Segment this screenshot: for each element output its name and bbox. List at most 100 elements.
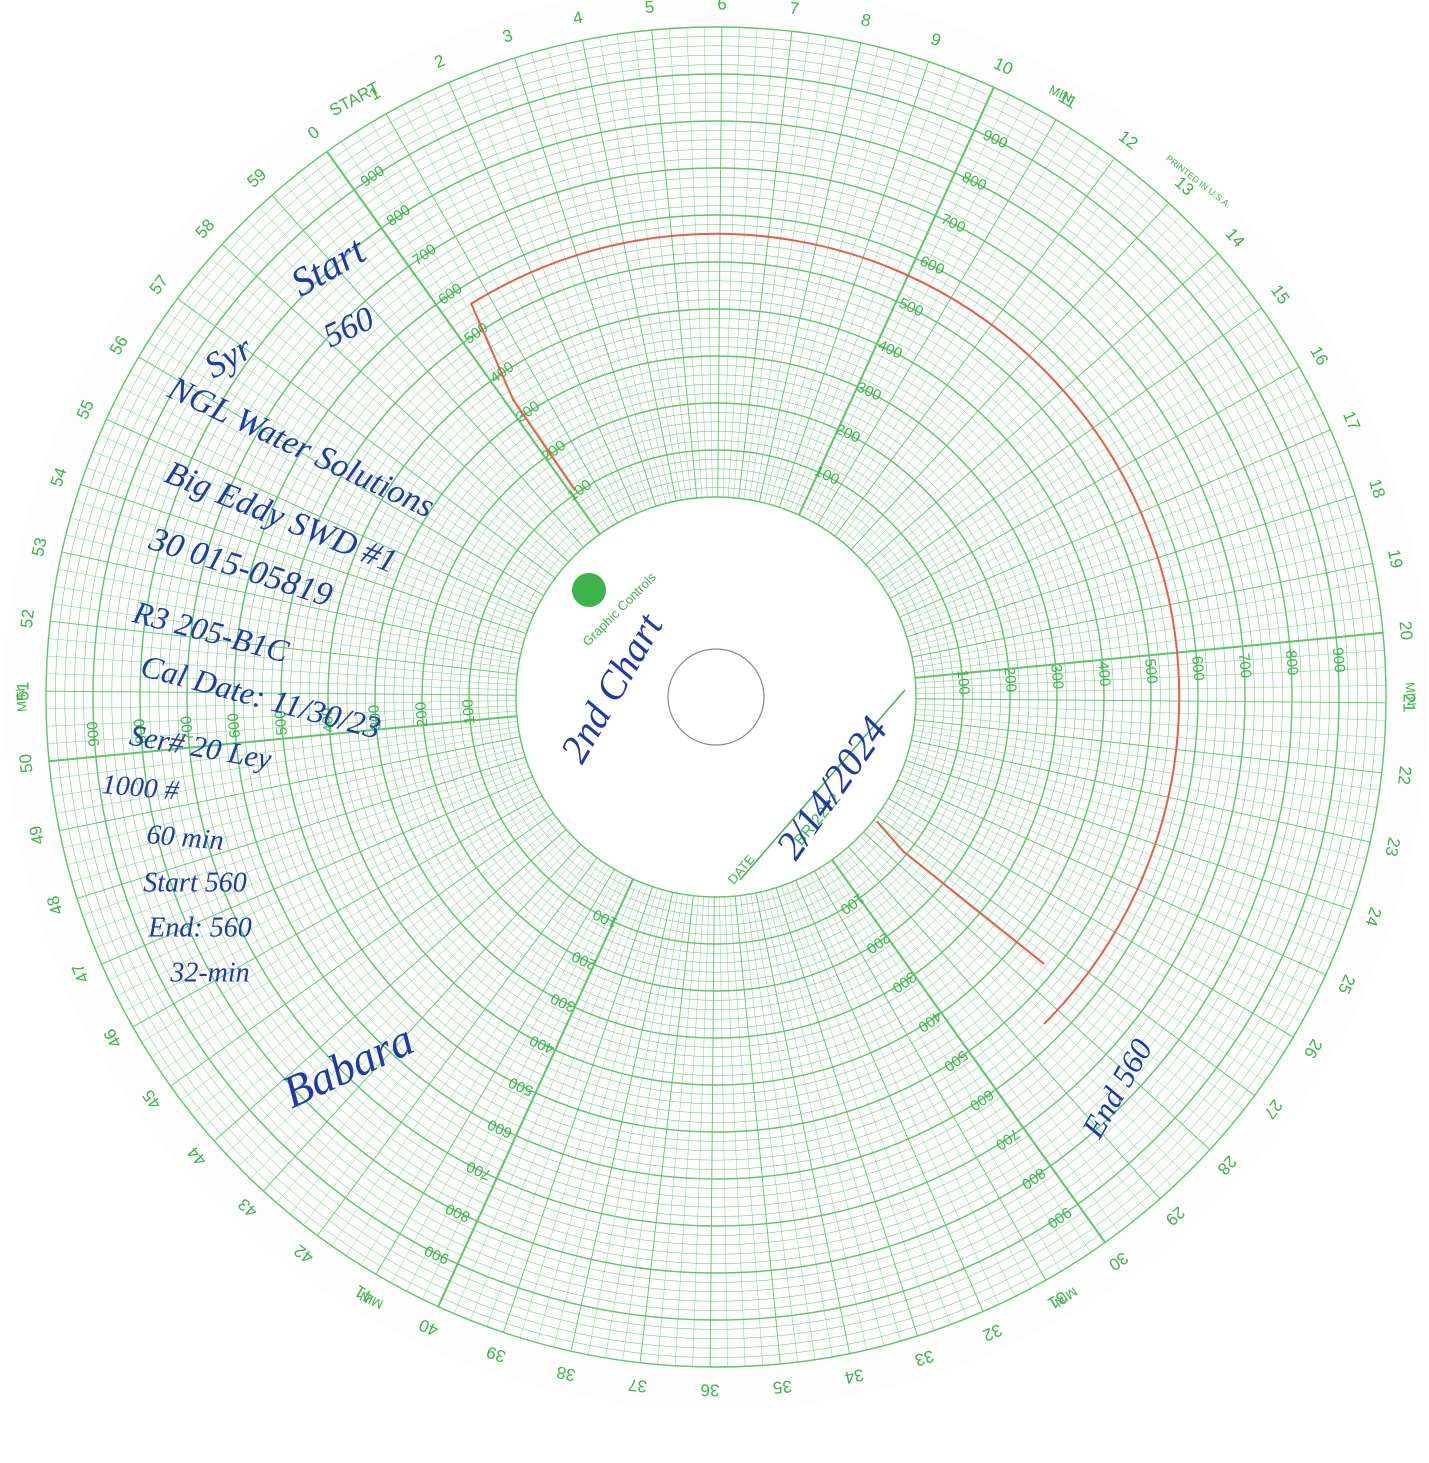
grid-ring <box>515 496 917 898</box>
time-line <box>651 30 698 498</box>
time-line <box>719 896 728 1367</box>
time-line <box>132 795 543 1028</box>
minute-label: 22 <box>1394 765 1415 786</box>
time-line <box>213 829 567 1142</box>
grid-ring <box>205 186 1227 1208</box>
time-line <box>101 776 533 965</box>
grid-ring <box>327 308 1105 1086</box>
time-line <box>914 615 1382 673</box>
grid-ring <box>196 177 1236 1217</box>
time-line <box>911 739 1371 843</box>
time-line <box>844 850 1147 1211</box>
time-line <box>897 413 1324 613</box>
time-line <box>729 896 763 1366</box>
grid-ring <box>290 271 1142 1123</box>
brand-logo <box>572 573 606 607</box>
grid-ring <box>167 148 1265 1246</box>
time-line <box>826 138 1086 531</box>
grid-ring <box>440 421 992 973</box>
grid-ring <box>487 468 945 926</box>
time-line <box>878 307 1262 582</box>
minute-label: 19 <box>1384 548 1406 570</box>
time-line <box>47 655 517 685</box>
scale-label: 500 <box>272 710 291 737</box>
minute-label: 49 <box>26 824 48 846</box>
time-line <box>454 881 639 1314</box>
time-line <box>657 896 699 1365</box>
grid-ring <box>421 402 1011 992</box>
time-line <box>326 150 601 535</box>
time-line <box>92 451 530 624</box>
time-line <box>862 239 1207 561</box>
time-line <box>331 860 602 1246</box>
handwritten-note: 1000 # <box>100 769 180 807</box>
scale-label: 300 <box>1047 663 1066 690</box>
time-line <box>157 327 550 587</box>
time-line <box>903 462 1344 628</box>
scale-label: 600 <box>225 712 244 739</box>
time-line <box>760 891 867 1350</box>
time-line <box>909 529 1365 648</box>
time-line <box>233 231 573 559</box>
minute-label: 51 <box>13 681 32 700</box>
time-line <box>370 122 614 526</box>
time-line <box>80 483 527 634</box>
scale-label: 500 <box>1141 658 1160 685</box>
time-line <box>905 478 1350 633</box>
grid-ring <box>355 336 1077 1058</box>
time-line <box>106 418 535 615</box>
time-line <box>908 512 1361 643</box>
scale-label: 400 <box>1094 661 1113 688</box>
time-line <box>180 817 557 1101</box>
min-label: MIN. <box>12 684 30 713</box>
time-line <box>285 183 588 544</box>
time-line <box>276 847 585 1203</box>
grid-ring <box>506 487 926 907</box>
time-line <box>191 821 560 1115</box>
minute-label: 36 <box>700 1380 719 1399</box>
time-line <box>915 703 1386 721</box>
grid-ring <box>214 195 1218 1199</box>
grid-ring <box>365 346 1067 1048</box>
time-line <box>94 771 531 949</box>
grid-ring <box>233 214 1199 1180</box>
time-line <box>902 770 1340 943</box>
time-line <box>900 774 1333 959</box>
time-line <box>481 69 647 510</box>
time-line <box>852 843 1174 1188</box>
minute-label: 24 <box>1361 905 1385 929</box>
grid-ring <box>139 120 1293 1274</box>
time-line <box>52 603 518 670</box>
time-line <box>401 105 623 521</box>
time-line <box>56 731 520 814</box>
pen-trace <box>469 232 1181 1025</box>
time-line <box>63 741 522 848</box>
minute-label: 33 <box>913 1346 937 1370</box>
grid-ring <box>384 365 1048 1029</box>
center-hole <box>667 648 765 746</box>
time-line <box>876 815 1255 1096</box>
time-line <box>46 700 517 709</box>
time-line <box>745 894 816 1360</box>
time-line <box>587 893 679 1355</box>
time-line <box>160 808 551 1072</box>
time-line <box>911 562 1373 658</box>
time-line <box>795 880 984 1312</box>
time-line <box>875 293 1252 577</box>
time-line <box>734 896 781 1364</box>
time-line <box>312 161 596 538</box>
time-line <box>464 75 642 512</box>
time-line <box>536 889 663 1343</box>
minute-label: 18 <box>1365 477 1389 501</box>
grid-ring <box>280 261 1152 1133</box>
time-line <box>908 750 1362 877</box>
minute-label: 38 <box>555 1362 578 1385</box>
time-line <box>58 568 520 660</box>
grid-ring <box>337 318 1095 1076</box>
time-line <box>728 28 758 498</box>
scale-label: 400 <box>318 707 337 734</box>
time-line <box>704 27 713 498</box>
scale-label: 800 <box>131 718 150 745</box>
time-line <box>821 128 1072 528</box>
time-line <box>753 39 845 501</box>
